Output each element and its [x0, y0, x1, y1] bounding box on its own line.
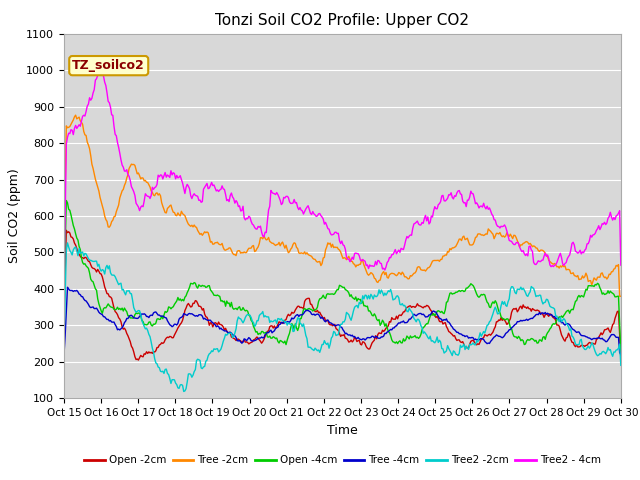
Tree2 -2cm — [60, 340, 68, 346]
Tree -2cm — [373, 279, 381, 285]
Tree -2cm — [234, 248, 242, 253]
Open -4cm — [617, 348, 625, 354]
X-axis label: Time: Time — [327, 424, 358, 437]
Open -4cm — [234, 305, 242, 311]
Tree2 - 4cm — [470, 196, 478, 202]
Tree -2cm — [399, 271, 407, 276]
Tree2 -2cm — [472, 342, 479, 348]
Tree -4cm — [60, 352, 68, 358]
Line: Open -2cm: Open -2cm — [64, 230, 621, 360]
Open -2cm — [236, 337, 243, 343]
Open -2cm — [63, 228, 70, 233]
Tree -4cm — [567, 324, 575, 329]
Tree2 -2cm — [236, 316, 243, 322]
Open -4cm — [567, 307, 575, 313]
Open -2cm — [298, 304, 305, 310]
Tree2 -2cm — [180, 389, 188, 395]
Tree -4cm — [617, 352, 625, 358]
Open -2cm — [568, 339, 576, 345]
Tree2 - 4cm — [617, 262, 625, 268]
Open -4cm — [470, 285, 478, 291]
Open -4cm — [373, 316, 381, 322]
Tree -2cm — [296, 251, 304, 256]
Tree -2cm — [567, 271, 575, 276]
Tree2 - 4cm — [296, 204, 304, 210]
Tree2 -2cm — [617, 362, 625, 368]
Tree -4cm — [399, 318, 407, 324]
Open -4cm — [63, 198, 70, 204]
Line: Tree2 - 4cm: Tree2 - 4cm — [64, 72, 621, 290]
Tree2 -2cm — [568, 333, 576, 339]
Open -4cm — [399, 336, 407, 342]
Tree2 - 4cm — [234, 204, 242, 209]
Open -4cm — [60, 288, 68, 294]
Tree -4cm — [63, 284, 71, 290]
Tree -2cm — [72, 112, 79, 118]
Open -2cm — [472, 341, 479, 347]
Open -2cm — [134, 357, 142, 363]
Title: Tonzi Soil CO2 Profile: Upper CO2: Tonzi Soil CO2 Profile: Upper CO2 — [216, 13, 469, 28]
Tree -4cm — [373, 334, 381, 339]
Tree -2cm — [616, 293, 623, 299]
Tree2 -2cm — [63, 240, 71, 246]
Open -2cm — [374, 332, 381, 337]
Tree2 -2cm — [298, 321, 305, 327]
Open -2cm — [617, 355, 625, 361]
Line: Tree -2cm: Tree -2cm — [64, 115, 621, 296]
Tree -4cm — [234, 338, 242, 344]
Y-axis label: Soil CO2 (ppm): Soil CO2 (ppm) — [8, 168, 20, 264]
Tree2 -2cm — [401, 302, 408, 308]
Text: TZ_soilco2: TZ_soilco2 — [72, 59, 145, 72]
Open -4cm — [296, 316, 304, 322]
Line: Tree -4cm: Tree -4cm — [64, 287, 621, 355]
Tree2 -2cm — [374, 292, 381, 298]
Tree -4cm — [470, 337, 478, 343]
Tree -4cm — [296, 312, 304, 318]
Tree2 - 4cm — [373, 262, 381, 268]
Tree -2cm — [617, 293, 625, 299]
Line: Tree2 -2cm: Tree2 -2cm — [64, 243, 621, 392]
Legend: Open -2cm, Tree -2cm, Open -4cm, Tree -4cm, Tree2 -2cm, Tree2 - 4cm: Open -2cm, Tree -2cm, Open -4cm, Tree -4… — [80, 451, 605, 469]
Tree -2cm — [470, 239, 478, 244]
Open -2cm — [60, 309, 68, 315]
Line: Open -4cm: Open -4cm — [64, 201, 621, 351]
Tree -2cm — [60, 248, 68, 253]
Tree2 - 4cm — [399, 247, 407, 252]
Tree2 - 4cm — [60, 287, 68, 293]
Tree2 - 4cm — [567, 247, 575, 253]
Tree2 - 4cm — [97, 69, 105, 75]
Open -2cm — [401, 309, 408, 314]
